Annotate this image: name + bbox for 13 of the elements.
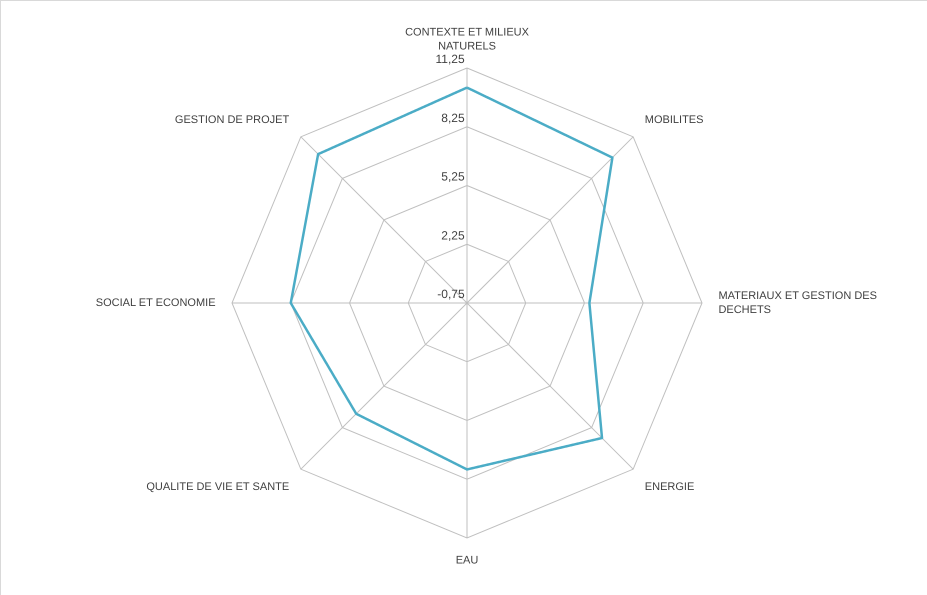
y-tick-label: 11,25 <box>436 52 465 66</box>
spoke-label: CONTEXTE ET MILIEUX NATURELS <box>405 26 530 53</box>
spoke-label: MOBILITES <box>644 114 704 126</box>
spoke-label: GESTION DE PROJET <box>174 114 290 126</box>
y-tick-label: 8,25 <box>441 110 465 125</box>
y-tick-label: 2,25 <box>441 228 465 242</box>
y-tick-label: 5,25 <box>441 170 465 184</box>
spoke-label: QUALITE DE VIE ET SANTE <box>146 480 290 493</box>
spoke-label: SOCIAL ET ECONOMIE <box>96 297 216 309</box>
spoke-label: MATERIAUX ET GESTION DES DECHETS <box>718 290 877 316</box>
y-tick-label: -0,75 <box>437 287 465 301</box>
spoke-label: EAU <box>456 554 478 566</box>
spoke-label: ENERGIE <box>644 480 694 493</box>
